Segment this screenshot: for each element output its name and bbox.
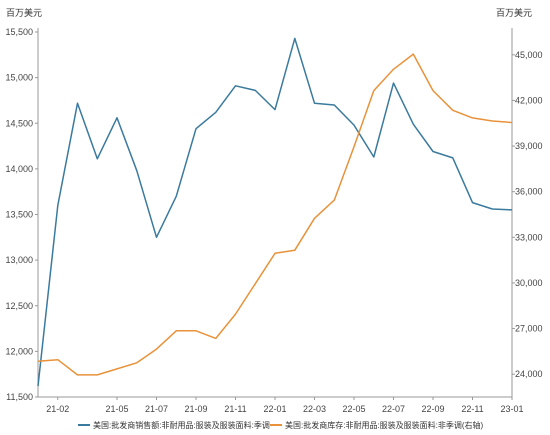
right-tick-label: 27,000 — [515, 324, 543, 334]
left-tick-label: 12,000 — [5, 346, 33, 356]
x-tick-label: 22-11 — [461, 404, 483, 414]
left-tick-label: 14,500 — [5, 118, 33, 128]
left-axis-unit: 百万美元 — [6, 7, 42, 18]
right-tick-label: 42,000 — [515, 95, 543, 105]
left-tick-label: 15,500 — [5, 27, 33, 37]
x-tick-label: 22-09 — [421, 404, 444, 414]
x-tick-label: 21-05 — [105, 404, 128, 414]
right-tick-label: 39,000 — [515, 141, 543, 151]
legend-label: 美国:批发商库存:非耐用品:服装及服装面料:非季调(右轴) — [285, 420, 484, 430]
legend-label: 美国:批发商销售额:非耐用品:服装及服装面料:季调 — [93, 420, 270, 430]
left-tick-label: 15,000 — [5, 73, 33, 83]
series-lines — [37, 37, 513, 387]
right-tick-label: 24,000 — [515, 369, 543, 379]
x-tick-label: 22-05 — [342, 404, 365, 414]
left-tick-label: 13,000 — [5, 255, 33, 265]
left-tick-label: 14,000 — [5, 164, 33, 174]
right-tick-label: 36,000 — [515, 187, 543, 197]
legend: 美国:批发商销售额:非耐用品:服装及服装面料:季调 美国:批发商库存:非耐用品:服… — [78, 420, 484, 430]
right-tick-label: 30,000 — [515, 278, 543, 288]
left-tick-label: 11,500 — [6, 392, 33, 402]
x-tick-label: 22-07 — [382, 404, 405, 414]
right-tick-label: 45,000 — [515, 50, 543, 60]
right-tick-label: 33,000 — [515, 232, 543, 242]
x-tick-label: 21-07 — [145, 404, 168, 414]
left-tick-label: 13,500 — [5, 210, 33, 220]
right-axis-unit: 百万美元 — [496, 7, 532, 18]
series-line-sales — [37, 37, 513, 387]
axes: 11,500 12,000 12,500 13,000 13,500 14,000 14,5… — [5, 27, 542, 414]
x-tick-label: 21-02 — [46, 404, 69, 414]
x-tick-label: 21-11 — [224, 404, 246, 414]
series-line-inventory — [37, 53, 513, 376]
x-tick-label: 22-03 — [303, 404, 326, 414]
left-tick-label: 12,500 — [5, 301, 33, 311]
x-tick-label: 21-09 — [184, 404, 207, 414]
x-tick-label: 22-01 — [263, 404, 286, 414]
x-tick-label: 23-01 — [500, 404, 523, 414]
